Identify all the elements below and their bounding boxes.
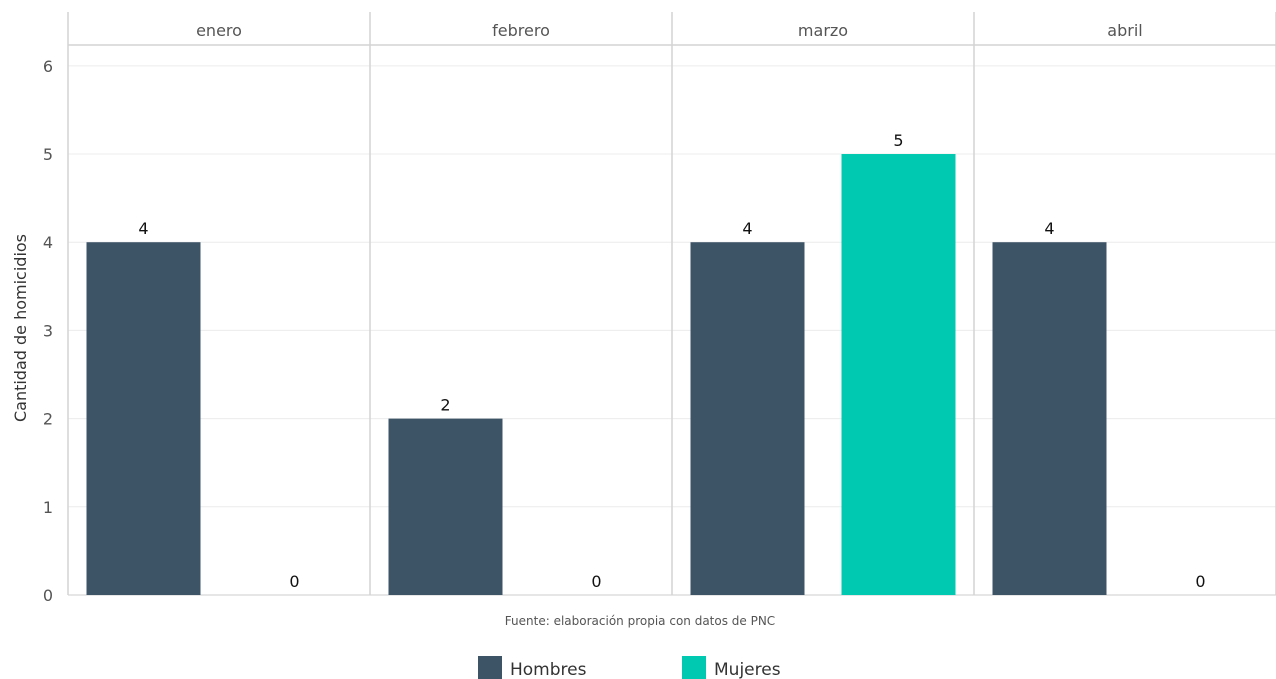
data-label-mujeres-febrero: 0: [591, 572, 601, 591]
bar-hombres-febrero: [388, 418, 503, 595]
y-tick-label-3: 3: [43, 321, 53, 340]
y-tick-label-2: 2: [43, 410, 53, 429]
data-label-mujeres-abril: 0: [1195, 572, 1205, 591]
legend-label-hombres: Hombres: [510, 660, 587, 679]
facet-label-enero: enero: [196, 21, 242, 40]
bar-mujeres-marzo: [841, 154, 956, 595]
data-labels: 4 0 2 0 4 5 4 0: [138, 131, 1205, 591]
y-tick-label-1: 1: [43, 498, 53, 517]
data-label-mujeres-marzo: 5: [893, 131, 903, 150]
legend-label-mujeres: Mujeres: [714, 660, 781, 679]
bar-hombres-abril: [992, 242, 1107, 595]
bar-hombres-marzo: [690, 242, 805, 595]
facet-label-marzo: marzo: [798, 21, 848, 40]
facet-label-abril: abril: [1107, 21, 1142, 40]
bar-hombres-enero: [86, 242, 201, 595]
y-axis-label: Cantidad de homicidios: [11, 234, 30, 422]
data-label-mujeres-enero: 0: [289, 572, 299, 591]
bars: [86, 154, 1107, 595]
y-tick-label-5: 5: [43, 145, 53, 164]
data-label-hombres-febrero: 2: [440, 396, 450, 415]
legend: Hombres Mujeres: [478, 656, 781, 679]
y-tick-label-6: 6: [43, 57, 53, 76]
chart-caption: Fuente: elaboración propia con datos de …: [505, 614, 775, 628]
data-label-hombres-enero: 4: [138, 219, 148, 238]
facet-label-febrero: febrero: [492, 21, 550, 40]
data-label-hombres-abril: 4: [1044, 219, 1054, 238]
y-tick-label-0: 0: [43, 586, 53, 605]
facet-strips: enero febrero marzo abril: [67, 12, 1276, 595]
data-label-hombres-marzo: 4: [742, 219, 752, 238]
legend-swatch-hombres: [478, 656, 502, 679]
legend-swatch-mujeres: [682, 656, 706, 679]
y-axis-ticks: 0 1 2 3 4 5 6: [43, 57, 53, 605]
y-tick-label-4: 4: [43, 233, 53, 252]
